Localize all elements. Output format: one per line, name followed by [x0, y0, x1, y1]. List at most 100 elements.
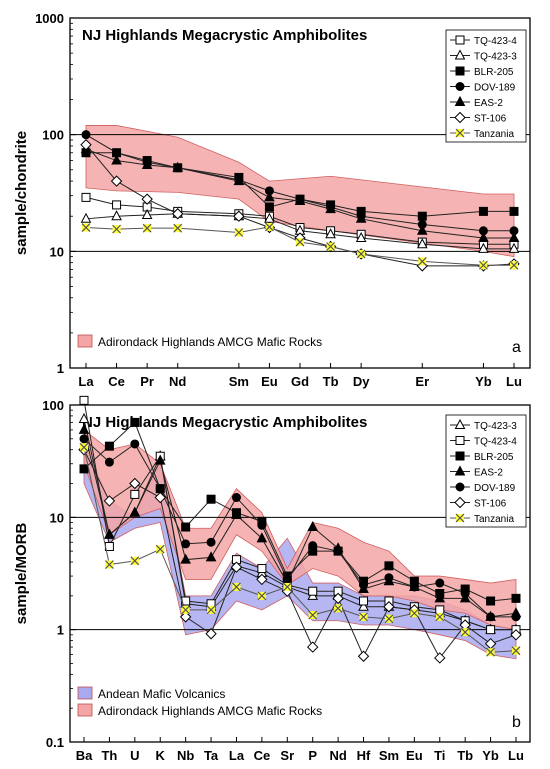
data-point: [81, 130, 91, 140]
data-point: [416, 224, 428, 235]
legend: TQ-423-4 TQ-423-3 BLR-205 DOV-189 EAS-2 ST-10…: [445, 29, 527, 143]
data-point: [142, 223, 152, 233]
data-point: [508, 231, 520, 243]
data-point: [356, 249, 366, 259]
data-point: [78, 423, 90, 434]
x-tick-label: Hf: [357, 748, 371, 763]
data-point: [129, 506, 141, 517]
x-tick-label: Sm: [379, 748, 399, 763]
data-point: [460, 588, 470, 598]
x-tick-label: P: [308, 748, 317, 763]
data-point: [511, 612, 521, 622]
series-line: [83, 438, 516, 618]
data-point: [130, 439, 140, 449]
x-tick-label: Dy: [353, 374, 370, 389]
series-line: [85, 148, 514, 239]
x-tick-label: Lu: [506, 374, 522, 389]
legend-marker: [455, 482, 465, 492]
data-point: [282, 574, 292, 584]
data-point: [307, 520, 319, 532]
data-point: [510, 629, 522, 641]
y-tick-label: 0.1: [46, 735, 64, 750]
x-tick-label: Tb: [457, 748, 473, 763]
legend-label: Tanzania: [474, 129, 514, 140]
data-point: [257, 520, 267, 530]
data-point: [233, 175, 245, 186]
data-point: [80, 212, 92, 223]
legend-label: DOV-189: [474, 83, 516, 94]
data-point: [417, 256, 427, 266]
data-point: [81, 192, 91, 202]
data-point: [104, 528, 115, 539]
data-point: [409, 582, 419, 592]
data-point: [112, 200, 122, 210]
data-point: [359, 580, 369, 590]
data-point: [384, 573, 394, 583]
data-point: [435, 578, 445, 588]
legend-label: TQ-423-4: [474, 36, 517, 47]
data-point: [264, 202, 274, 212]
y-tick-label: 10: [50, 510, 64, 525]
x-tick-label: U: [130, 748, 139, 763]
data-point: [111, 154, 122, 165]
series-EAS-2: [80, 143, 520, 243]
legend: TQ-423-3 TQ-423-4 BLR-205 EAS-2 DOV-189 ST-10…: [445, 414, 527, 528]
legend-marker: [455, 66, 465, 76]
data-point: [384, 614, 394, 624]
y-tick-label: 1: [57, 361, 64, 376]
data-point: [306, 641, 319, 653]
y-tick-label: 1: [57, 623, 64, 638]
data-point: [206, 494, 216, 504]
data-point: [434, 592, 446, 603]
data-point: [511, 646, 521, 656]
data-point: [181, 522, 191, 532]
data-point: [205, 628, 217, 640]
x-tick-label: Er: [415, 374, 429, 389]
data-point: [460, 627, 470, 637]
panel-b: 0.1 1 10 100 Ba Th U K Nb Ta La Ce Sr P Nd Hf Sm Eu Ti Tb Yb…: [13, 395, 531, 763]
data-point: [230, 561, 243, 573]
x-tick-label: Ba: [76, 748, 93, 763]
x-tick-label: Nd: [169, 374, 186, 389]
data-point: [486, 612, 496, 622]
series-line: [83, 418, 516, 631]
data-point: [417, 211, 427, 221]
data-point: [333, 546, 343, 556]
data-point: [112, 224, 121, 234]
data-point: [104, 457, 114, 467]
x-tick-label: Ta: [204, 748, 219, 763]
data-point: [129, 477, 141, 490]
data-point: [172, 208, 184, 220]
data-point: [478, 242, 489, 253]
legend-label: TQ-423-3: [474, 52, 517, 63]
series-Tanzania: [79, 442, 521, 657]
data-point: [79, 442, 89, 452]
y-tick-label: 100: [42, 398, 64, 413]
data-point: [179, 611, 192, 623]
legend-label: TQ-423-3: [474, 421, 517, 432]
series-line: [85, 134, 514, 232]
data-point: [308, 541, 318, 551]
legend-marker: [454, 496, 466, 509]
data-point: [359, 612, 368, 622]
data-point: [325, 203, 336, 214]
x-tick-label: Lu: [508, 748, 524, 763]
data-point: [264, 191, 275, 202]
x-tick-label: Eu: [261, 374, 278, 389]
data-point: [130, 556, 140, 566]
x-tick-label: Nb: [177, 748, 194, 763]
series-line: [85, 196, 514, 245]
legend-label: Tanzania: [474, 514, 514, 525]
data-point: [130, 489, 140, 499]
field-legend-label: Adirondack Highlands AMCG Mafic Rocks: [98, 704, 322, 718]
data-point: [355, 231, 367, 243]
data-point: [434, 652, 446, 664]
y-tick-label: 10: [50, 244, 64, 259]
legend-marker: [454, 418, 466, 429]
data-point: [308, 586, 318, 596]
x-tick-label: Yb: [475, 374, 492, 389]
series-line: [86, 152, 514, 217]
series-line: [83, 449, 517, 659]
data-point: [325, 228, 336, 239]
